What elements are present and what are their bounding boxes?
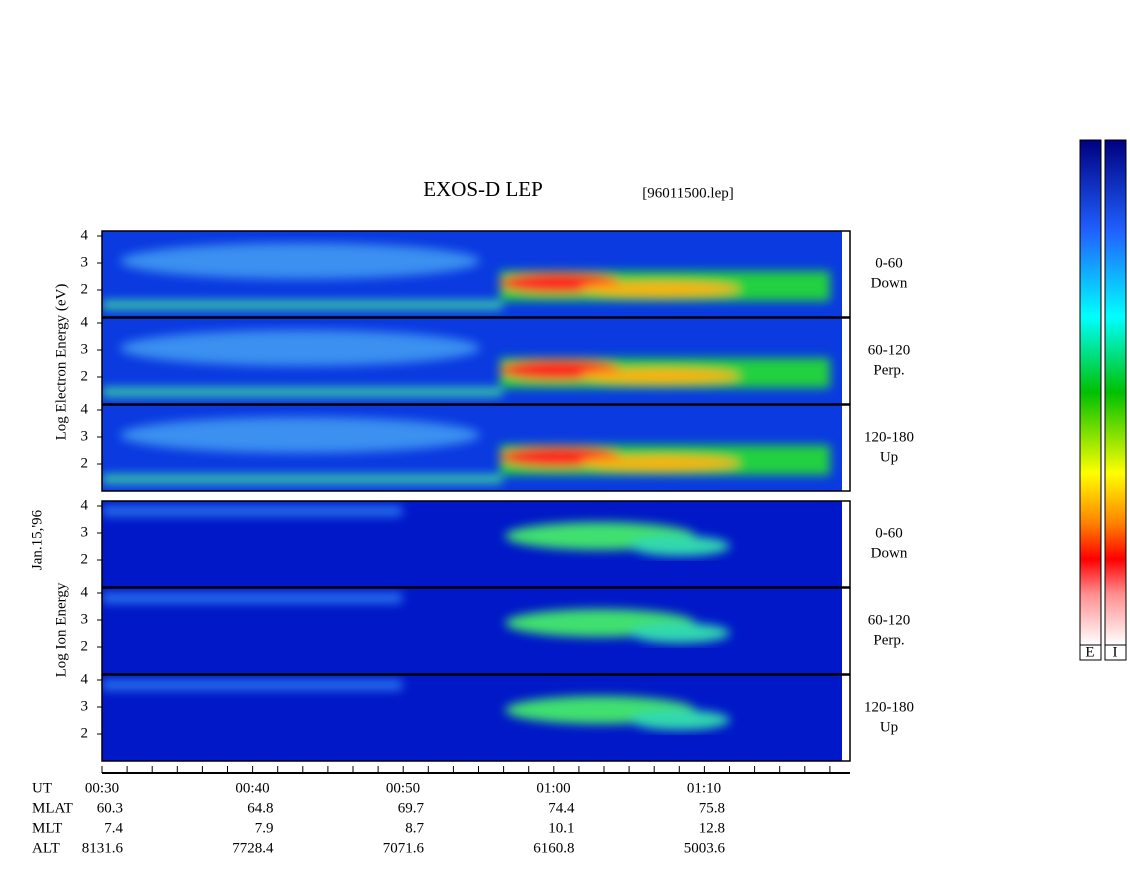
panel-edge <box>101 587 851 675</box>
spectrogram-panel <box>102 231 842 317</box>
y-tick-label: 3 <box>81 254 89 270</box>
row-value: 7.9 <box>255 820 274 836</box>
upper-band <box>102 593 402 603</box>
angle-label: 0-60 <box>875 525 903 541</box>
panel-edge <box>101 674 851 762</box>
row-value: 00:30 <box>85 780 119 796</box>
direction-label: Down <box>871 275 908 291</box>
panel-edge <box>101 317 851 405</box>
y-tick-label: 4 <box>81 401 89 417</box>
row-value: 7.4 <box>104 820 123 836</box>
y-tick-label: 2 <box>81 551 89 567</box>
row-value: 00:50 <box>386 780 420 796</box>
row-label: MLT <box>32 820 62 836</box>
y-tick-label: 4 <box>81 314 89 330</box>
date-label: Jan.15,'96 <box>29 509 45 570</box>
row-value: 6160.8 <box>533 840 574 856</box>
angle-label: 120-180 <box>864 699 914 715</box>
low-band <box>102 475 502 483</box>
features <box>102 243 830 309</box>
y-tick-label: 4 <box>81 671 89 687</box>
features <box>102 330 830 396</box>
panel-edge <box>101 500 851 588</box>
ion-blob <box>630 710 730 730</box>
y-tick-label: 4 <box>81 584 89 600</box>
spectrogram-panel <box>102 318 842 404</box>
row-value: 01:10 <box>687 780 721 796</box>
y-tick-label: 2 <box>81 638 89 654</box>
row-value: 7728.4 <box>232 840 274 856</box>
low-band <box>102 388 502 396</box>
y-tick-label: 2 <box>81 368 89 384</box>
hot-mid <box>580 456 740 470</box>
row-value: 10.1 <box>548 820 574 836</box>
row-value: 60.3 <box>97 800 123 816</box>
electron-axis-label: Log Electron Energy (eV) <box>53 284 69 441</box>
low-band <box>102 301 502 309</box>
angle-label: 120-180 <box>864 429 914 445</box>
row-value: 69.7 <box>398 800 425 816</box>
row-value: 00:40 <box>235 780 269 796</box>
colorbar <box>1104 139 1127 646</box>
direction-label: Perp. <box>873 632 904 648</box>
colorbar-label: I <box>1113 644 1118 660</box>
row-value: 01:00 <box>536 780 570 796</box>
features <box>102 417 830 483</box>
y-tick-label: 2 <box>81 281 89 297</box>
y-tick-label: 3 <box>81 611 89 627</box>
row-label: ALT <box>32 840 60 856</box>
y-tick-label: 3 <box>81 698 89 714</box>
row-value: 5003.6 <box>684 840 726 856</box>
hot-mid <box>580 369 740 383</box>
row-value: 64.8 <box>247 800 273 816</box>
y-tick-label: 4 <box>81 497 89 513</box>
colorbar-label-box <box>1079 644 1102 661</box>
row-value: 7071.6 <box>383 840 425 856</box>
colorbar-label: E <box>1085 644 1094 660</box>
title: EXOS-D LEP <box>423 177 543 201</box>
upper-band <box>102 680 402 690</box>
panel-edge <box>101 404 851 492</box>
cloud <box>120 243 480 279</box>
ion-axis-label: Log Ion Energy <box>53 582 69 677</box>
hot-mid <box>580 282 740 296</box>
y-tick-label: 2 <box>81 725 89 741</box>
y-tick-label: 3 <box>81 524 89 540</box>
spectrogram-panel <box>102 501 842 587</box>
cloud <box>120 330 480 366</box>
row-label: UT <box>32 780 52 796</box>
row-value: 8.7 <box>405 820 424 836</box>
y-tick-label: 4 <box>81 227 89 243</box>
direction-label: Down <box>871 545 908 561</box>
row-value: 12.8 <box>699 820 725 836</box>
upper-band <box>102 506 402 516</box>
file-label: [96011500.lep] <box>642 185 734 201</box>
angle-label: 60-120 <box>868 612 911 628</box>
features <box>102 593 730 643</box>
spectrogram-panel <box>102 588 842 674</box>
features <box>102 506 730 556</box>
angle-label: 0-60 <box>875 255 903 271</box>
row-value: 74.4 <box>548 800 575 816</box>
colorbar <box>1079 139 1102 646</box>
direction-label: Perp. <box>873 362 904 378</box>
angle-label: 60-120 <box>868 342 911 358</box>
y-tick-label: 3 <box>81 428 89 444</box>
panel-edge <box>101 230 851 318</box>
spectrogram-panel <box>102 675 842 761</box>
direction-label: Up <box>880 449 898 465</box>
y-tick-label: 3 <box>81 341 89 357</box>
spectrogram-panel <box>102 405 842 491</box>
row-value: 8131.6 <box>82 840 124 856</box>
ion-blob <box>630 623 730 643</box>
colorbar-label-box <box>1104 644 1127 661</box>
row-label: MLAT <box>32 800 73 816</box>
y-tick-label: 2 <box>81 455 89 471</box>
features <box>102 680 730 730</box>
direction-label: Up <box>880 719 898 735</box>
cloud <box>120 417 480 453</box>
row-value: 75.8 <box>699 800 725 816</box>
ion-blob <box>630 536 730 556</box>
